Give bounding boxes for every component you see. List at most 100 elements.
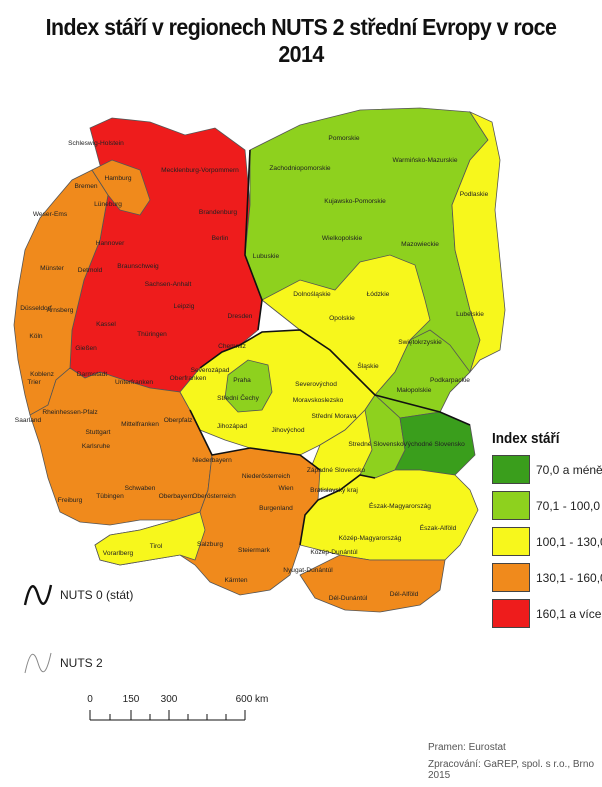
region-labels: Schleswig-Holstein Hamburg Bremen Mecklenbu…: [15, 135, 489, 602]
region-label: Dresden: [228, 313, 253, 320]
region-label: Střední Čechy: [217, 393, 259, 402]
region-poland-yellow: [451, 111, 506, 373]
region-label: Hannover: [96, 240, 125, 247]
region-label: Wien: [278, 485, 293, 492]
region-label: Oberfranken: [170, 375, 207, 382]
region-label: Rheinhessen-Pfalz: [42, 409, 97, 416]
region-label: Unterfranken: [115, 379, 153, 386]
legend-label: 130,1 - 160,0: [536, 570, 602, 585]
region-label: Małopolskie: [397, 387, 432, 394]
nuts2-line-icon: [24, 652, 52, 674]
region-label: Vorarlberg: [103, 550, 134, 557]
region-label: Jihozápad: [217, 423, 247, 430]
region-label: Münster: [40, 265, 65, 272]
author-text: Zpracování: GaREP, spol. s r.o., Brno 20…: [428, 759, 595, 781]
region-label: Burgenland: [259, 505, 293, 512]
region-label: Łódzkie: [367, 291, 390, 298]
region-label: Jihovýchod: [272, 427, 305, 434]
region-label: Swiętokrzyskie: [398, 339, 442, 346]
region-label: Lubelskie: [456, 311, 484, 318]
region-label: Braunschweig: [117, 263, 159, 270]
region-label: Wielkopolskie: [322, 235, 363, 242]
legend-item: 70,0 a méně: [492, 455, 602, 484]
region-label: Oberpfalz: [164, 417, 193, 424]
region-label: Severovýchod: [295, 381, 337, 388]
nuts0-line-icon: [23, 584, 53, 606]
region-label: Niederösterreich: [242, 473, 291, 480]
nuts2-label: NUTS 2: [60, 656, 103, 670]
region-label: Zachodniopomorskie: [269, 165, 331, 172]
region-label: Kassel: [96, 321, 116, 328]
region-label: Moravskoslezsko: [293, 397, 344, 404]
region-label: Bratislavský kraj: [310, 487, 358, 494]
region-label: Darmstadt: [77, 371, 108, 378]
region-label: Dolnośląskie: [293, 291, 331, 298]
region-label: Západné Slovensko: [307, 467, 366, 474]
region-austria-west: [94, 511, 206, 566]
region-label: Śląskie: [357, 361, 379, 370]
region-label: Oberösterreich: [192, 493, 236, 500]
region-label: Sachsen-Anhalt: [145, 281, 192, 288]
region-label: Lüneburg: [94, 201, 122, 208]
legend-item: 160,1 a více: [492, 599, 602, 628]
scale-line: [89, 710, 246, 721]
scale-bar: 0 150 300 600 km: [80, 690, 280, 740]
legend-swatch: [492, 527, 530, 556]
region-label: Východné Slovensko: [403, 441, 465, 448]
scale-tick-label: 600 km: [236, 694, 269, 705]
legend-swatch: [492, 563, 530, 592]
boundary-nuts2: NUTS 2: [22, 648, 103, 678]
region-label: Severozápad: [191, 367, 230, 374]
legend-item: 100,1 - 130,0: [492, 527, 602, 556]
region-label: Mecklenburg-Vorpommern: [161, 167, 239, 174]
region-label: Detmold: [78, 267, 103, 274]
region-hungary-south: [299, 554, 446, 613]
legend-label: 70,0 a méně: [536, 462, 602, 477]
region-label: Tübingen: [96, 493, 124, 500]
legend-label: 160,1 a více: [536, 606, 602, 621]
region-label: Weser-Ems: [33, 211, 68, 218]
source-text: Pramen: Eurostat: [428, 742, 506, 753]
region-niedersachsen: [91, 159, 151, 216]
region-label: Dél-Alföld: [390, 591, 419, 598]
region-label: Niederbayern: [192, 457, 232, 464]
map-title: Index stáří v regionech NUTS 2 střední E…: [45, 14, 557, 67]
region-label: Oberbayern: [159, 493, 194, 500]
region-label: Stuttgart: [86, 429, 111, 436]
region-label: Leipzig: [174, 303, 195, 310]
region-label: Karlsruhe: [82, 443, 111, 450]
region-label: Észak-Alföld: [420, 523, 457, 532]
legend-title: Index stáří: [492, 430, 560, 447]
region-label: Podlaskie: [460, 191, 489, 198]
region-label: Chemnitz: [218, 343, 246, 350]
legend-swatch: [492, 599, 530, 628]
region-label: Střední Morava: [311, 413, 356, 420]
boundary-nuts0: NUTS 0 (stát): [22, 580, 133, 610]
region-label: Warmińsko-Mazurskie: [393, 157, 458, 164]
region-label: Dél-Dunántúl: [329, 595, 368, 602]
nuts0-border: [189, 149, 471, 546]
legend-item: 70,1 - 100,0: [492, 491, 600, 520]
legend-label: 100,1 - 130,0: [536, 534, 602, 549]
region-label: Düsseldorf: [20, 305, 52, 312]
region-label: Schleswig-Holstein: [68, 140, 124, 147]
region-label: Steiermark: [238, 547, 271, 554]
region-label: Schwaben: [125, 485, 156, 492]
scale-tick-label: 300: [161, 694, 178, 705]
region-label: Bremen: [74, 183, 97, 190]
scale-tick-label: 150: [123, 694, 140, 705]
region-label: Praha: [233, 377, 251, 384]
region-label: Podkarpackie: [430, 377, 470, 384]
legend: Index stáří 70,0 a méně 70,1 - 100,0 100…: [492, 430, 602, 635]
region-label: Brandenburg: [199, 209, 237, 216]
legend-swatch: [492, 455, 530, 484]
legend-label: 70,1 - 100,0: [536, 498, 601, 513]
region-label: Freiburg: [58, 497, 83, 504]
region-label: Trier: [27, 379, 41, 386]
region-label: Kärnten: [224, 577, 247, 584]
region-label: Thüringen: [137, 331, 167, 338]
region-label: Közép-Magyarország: [339, 535, 402, 542]
region-label: Hamburg: [104, 175, 131, 182]
region-label: Salzburg: [197, 541, 223, 548]
